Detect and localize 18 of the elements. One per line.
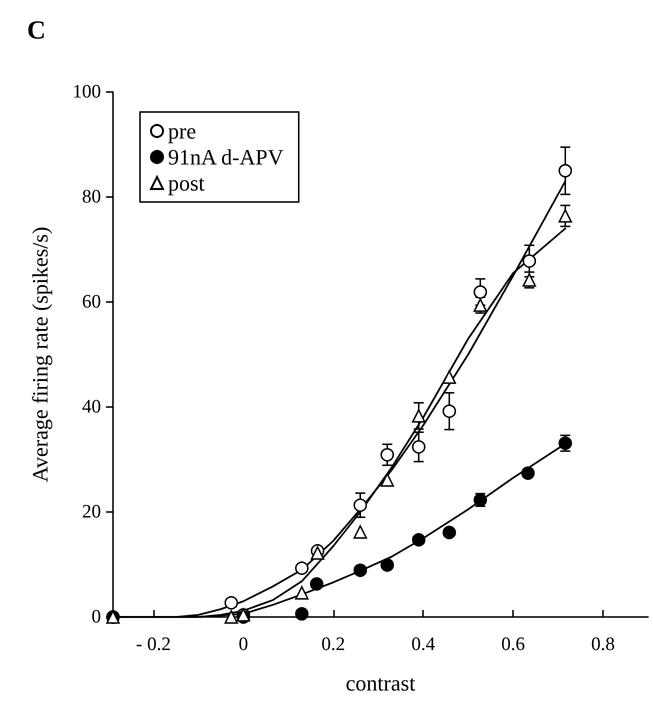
x-tick-label: 0.6 xyxy=(501,634,525,655)
legend-label: post xyxy=(168,170,205,196)
y-tick-label: 60 xyxy=(82,292,101,312)
x-tick-label: 0 xyxy=(238,634,248,655)
legend-label: pre xyxy=(168,118,196,144)
x-tick-label: 0.4 xyxy=(411,634,436,655)
y-tick-label: 20 xyxy=(82,502,101,522)
x-tick-label: - 0.2 xyxy=(136,634,171,655)
y-tick-label: 0 xyxy=(92,606,101,628)
y-tick-label: 80 xyxy=(82,186,101,208)
chart-title: C xyxy=(27,16,46,44)
x-axis-title: contrast xyxy=(346,670,416,696)
x-tick-label: 0.2 xyxy=(321,634,346,655)
legend-label: 91nA d-APV xyxy=(168,144,284,170)
y-tick-label: 40 xyxy=(82,396,101,418)
y-tick-label: 100 xyxy=(72,82,101,102)
y-axis-title: Average firing rate (spikes/s) xyxy=(28,226,52,482)
x-tick-label: 0.8 xyxy=(591,634,615,655)
